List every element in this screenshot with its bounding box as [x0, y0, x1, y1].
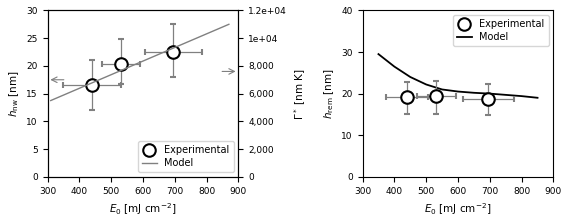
- X-axis label: $E_0$ [mJ cm$^{-2}$]: $E_0$ [mJ cm$^{-2}$]: [424, 201, 492, 217]
- Y-axis label: $\Gamma^*$ [nm K]: $\Gamma^*$ [nm K]: [292, 68, 308, 120]
- Legend: Experimental, Model: Experimental, Model: [138, 141, 233, 172]
- X-axis label: $E_0$ [mJ cm$^{-2}$]: $E_0$ [mJ cm$^{-2}$]: [109, 201, 177, 217]
- Y-axis label: $h_{\mathrm{nw}}$ [nm]: $h_{\mathrm{nw}}$ [nm]: [7, 70, 20, 117]
- Legend: Experimental, Model: Experimental, Model: [453, 15, 549, 46]
- Y-axis label: $h_{\mathrm{rem}}$ [nm]: $h_{\mathrm{rem}}$ [nm]: [322, 68, 336, 119]
